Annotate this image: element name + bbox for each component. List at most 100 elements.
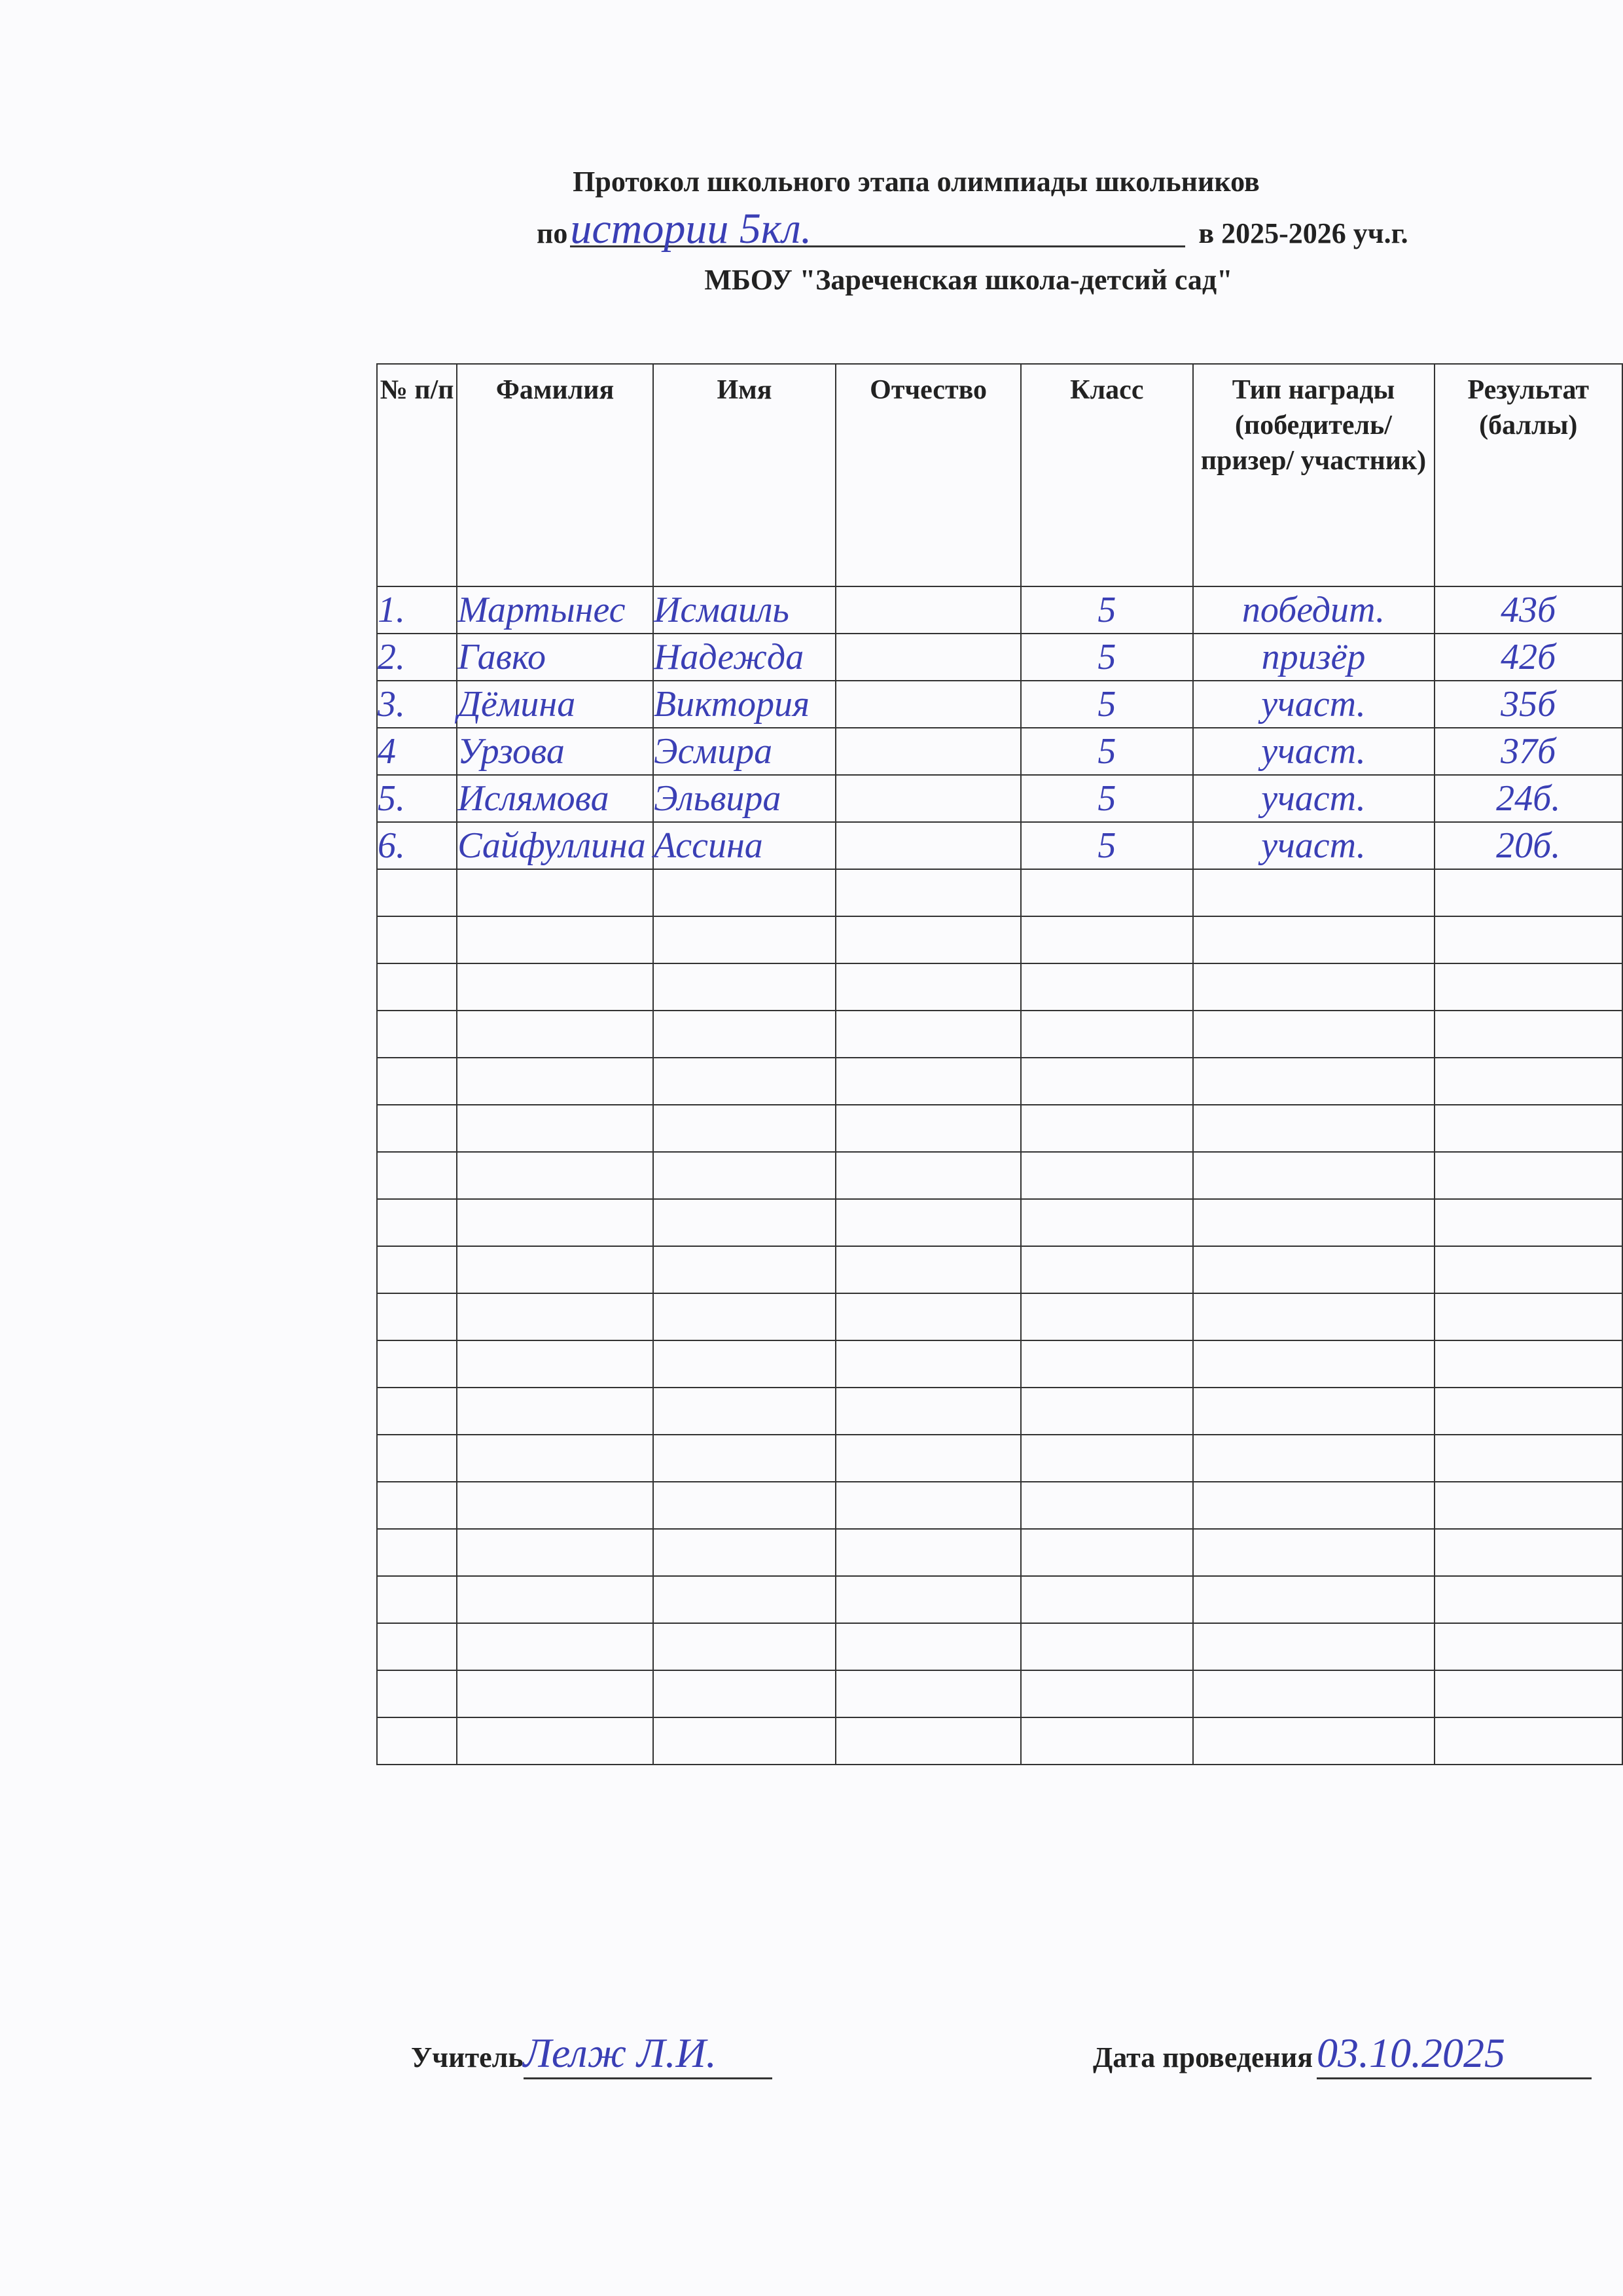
cell-name: Эсмира: [652, 727, 837, 776]
empty-cell: [834, 1340, 1022, 1388]
cell-award: участ.: [1192, 680, 1435, 728]
empty-row: [376, 1434, 1623, 1482]
empty-cell: [376, 1387, 458, 1435]
empty-cell: [1433, 1717, 1623, 1765]
empty-cell: [1192, 1340, 1435, 1388]
cell-grade: 5: [1020, 821, 1194, 870]
empty-cell: [456, 1387, 654, 1435]
column-header: Результат (баллы): [1433, 363, 1623, 587]
empty-row: [376, 1575, 1623, 1624]
empty-row: [376, 1246, 1623, 1294]
empty-cell: [1020, 1387, 1194, 1435]
empty-cell: [1192, 916, 1435, 964]
empty-cell: [1020, 869, 1194, 917]
empty-cell: [456, 916, 654, 964]
empty-cell: [652, 1010, 837, 1058]
empty-cell: [456, 1010, 654, 1058]
empty-cell: [1433, 1104, 1623, 1153]
column-header: Класс: [1020, 363, 1194, 587]
cell-name: Ассина: [652, 821, 837, 870]
empty-row: [376, 1623, 1623, 1671]
cell-grade: 5: [1020, 727, 1194, 776]
school-name: МБОУ "Зареченская школа-детсий сад": [704, 264, 1233, 296]
empty-cell: [834, 1293, 1022, 1341]
empty-cell: [1192, 1198, 1435, 1247]
empty-cell: [652, 916, 837, 964]
empty-cell: [1020, 1623, 1194, 1671]
cell-grade: 5: [1020, 774, 1194, 823]
empty-cell: [376, 1481, 458, 1530]
empty-row: [376, 1481, 1623, 1530]
cell-patronymic: [834, 821, 1022, 870]
empty-cell: [652, 1198, 837, 1247]
table-row: 3. Дёмина Виктория 5 участ. 35б: [376, 680, 1623, 728]
empty-cell: [456, 1293, 654, 1341]
cell-patronymic: [834, 680, 1022, 728]
empty-cell: [652, 1340, 837, 1388]
empty-cell: [1433, 1670, 1623, 1718]
empty-cell: [652, 1057, 837, 1105]
empty-cell: [376, 869, 458, 917]
empty-cell: [376, 1528, 458, 1577]
empty-cell: [1192, 1246, 1435, 1294]
empty-cell: [1192, 1481, 1435, 1530]
empty-cell: [456, 1246, 654, 1294]
empty-cell: [834, 1057, 1022, 1105]
empty-cell: [1020, 1670, 1194, 1718]
cell-score: 42б: [1433, 633, 1623, 681]
empty-cell: [456, 1481, 654, 1530]
empty-cell: [1020, 963, 1194, 1011]
empty-cell: [1433, 1246, 1623, 1294]
empty-cell: [1192, 963, 1435, 1011]
empty-cell: [652, 1151, 837, 1200]
cell-grade: 5: [1020, 680, 1194, 728]
empty-cell: [1433, 1623, 1623, 1671]
empty-row: [376, 1528, 1623, 1577]
cell-surname: Урзова: [456, 727, 654, 776]
cell-patronymic: [834, 633, 1022, 681]
empty-row: [376, 963, 1623, 1011]
document-title: Протокол школьного этапа олимпиады школь…: [573, 166, 1260, 198]
empty-cell: [376, 1198, 458, 1247]
empty-cell: [1192, 1387, 1435, 1435]
cell-surname: Дёмина: [456, 680, 654, 728]
empty-cell: [652, 869, 837, 917]
empty-row: [376, 869, 1623, 917]
empty-cell: [1433, 1010, 1623, 1058]
empty-cell: [376, 963, 458, 1011]
empty-cell: [652, 1670, 837, 1718]
empty-cell: [456, 1340, 654, 1388]
empty-row: [376, 916, 1623, 964]
empty-row: [376, 1293, 1623, 1341]
empty-cell: [652, 1434, 837, 1482]
cell-score: 37б: [1433, 727, 1623, 776]
teacher-field: УчительЛелж Л.И.: [411, 2029, 772, 2079]
cell-patronymic: [834, 586, 1022, 634]
empty-cell: [1192, 1575, 1435, 1624]
empty-cell: [1020, 1293, 1194, 1341]
empty-cell: [1020, 1151, 1194, 1200]
empty-cell: [1433, 1481, 1623, 1530]
empty-cell: [834, 1246, 1022, 1294]
empty-cell: [1433, 916, 1623, 964]
cell-name: Эльвира: [652, 774, 837, 823]
empty-cell: [1192, 1010, 1435, 1058]
empty-row: [376, 1387, 1623, 1435]
cell-score: 20б.: [1433, 821, 1623, 870]
empty-cell: [456, 869, 654, 917]
cell-n: 2.: [376, 633, 458, 681]
results-table: № п/п Фамилия Имя Отчество Класс Тип награды …: [376, 363, 1623, 1765]
column-header: № п/п: [376, 363, 458, 587]
empty-cell: [1433, 1434, 1623, 1482]
empty-cell: [652, 1575, 837, 1624]
empty-cell: [652, 1104, 837, 1153]
empty-cell: [1020, 1010, 1194, 1058]
empty-cell: [652, 963, 837, 1011]
empty-cell: [1192, 869, 1435, 917]
empty-cell: [1192, 1434, 1435, 1482]
column-header: Имя: [652, 363, 837, 587]
empty-cell: [1020, 1104, 1194, 1153]
cell-n: 5.: [376, 774, 458, 823]
cell-surname: Гавко: [456, 633, 654, 681]
cell-patronymic: [834, 774, 1022, 823]
